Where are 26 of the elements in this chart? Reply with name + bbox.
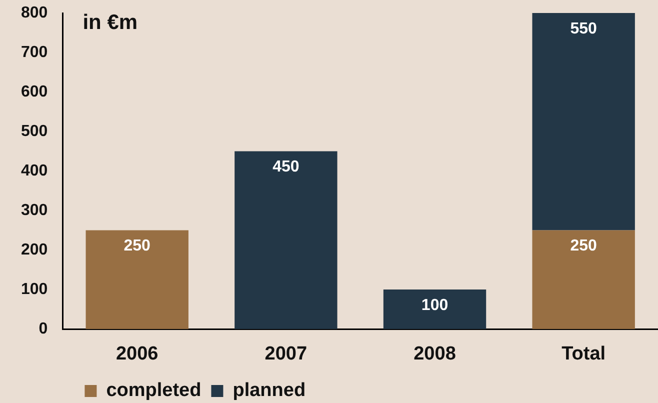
data-label: 250 — [124, 238, 151, 255]
y-tick-label: 200 — [20, 241, 48, 258]
x-tick-label: 2008 — [414, 344, 456, 365]
y-tick-label: 300 — [20, 202, 48, 219]
y-tick-label: 600 — [20, 83, 48, 100]
x-tick-label: 2007 — [264, 344, 308, 365]
x-tick-label: 2006 — [116, 344, 158, 365]
legend-label: completed — [106, 380, 202, 402]
y-tick-label: 400 — [20, 162, 48, 180]
data-label: 100 — [421, 296, 448, 314]
bar — [532, 230, 635, 329]
y-tick-label: 0 — [38, 320, 48, 338]
data-label: 450 — [272, 158, 300, 176]
data-label: 250 — [570, 238, 598, 255]
x-tick-label: Total — [562, 344, 606, 365]
y-tick-label: 500 — [20, 122, 48, 140]
bar — [383, 290, 486, 329]
y-tick-label: 800 — [20, 4, 48, 22]
y-tick-label: 100 — [20, 280, 48, 298]
y-tick-label: 700 — [20, 44, 48, 61]
legend-label: planned — [232, 380, 306, 402]
bar — [86, 230, 188, 329]
data-label: 550 — [570, 20, 598, 38]
y-axis-title: in €m — [82, 10, 138, 34]
bar — [532, 13, 635, 230]
bar — [234, 151, 338, 329]
